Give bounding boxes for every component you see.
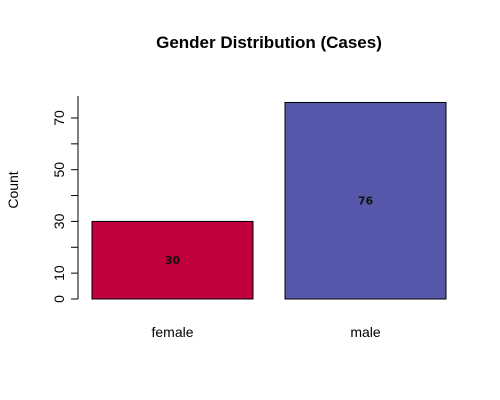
y-tick-label: 10 — [51, 265, 67, 281]
bar-female — [91, 220, 254, 300]
y-tick-label: 0 — [51, 295, 67, 303]
y-axis-label: Count — [5, 171, 21, 208]
category-label-male: male — [350, 324, 381, 340]
category-labels: female male — [151, 324, 380, 340]
bars-group — [91, 101, 447, 300]
category-label-female: female — [151, 324, 193, 340]
y-axis-ticks: 0 10 30 50 70 — [51, 110, 78, 303]
y-tick-label: 70 — [51, 110, 67, 126]
chart-title: Gender Distribution (Cases) — [156, 33, 382, 52]
data-label-male: 76 — [358, 195, 374, 208]
data-label-female: 30 — [165, 254, 181, 267]
y-tick-label: 30 — [51, 213, 67, 229]
bar-male — [284, 101, 447, 300]
data-labels: 30 76 — [165, 195, 374, 267]
y-tick-label: 50 — [51, 162, 67, 178]
